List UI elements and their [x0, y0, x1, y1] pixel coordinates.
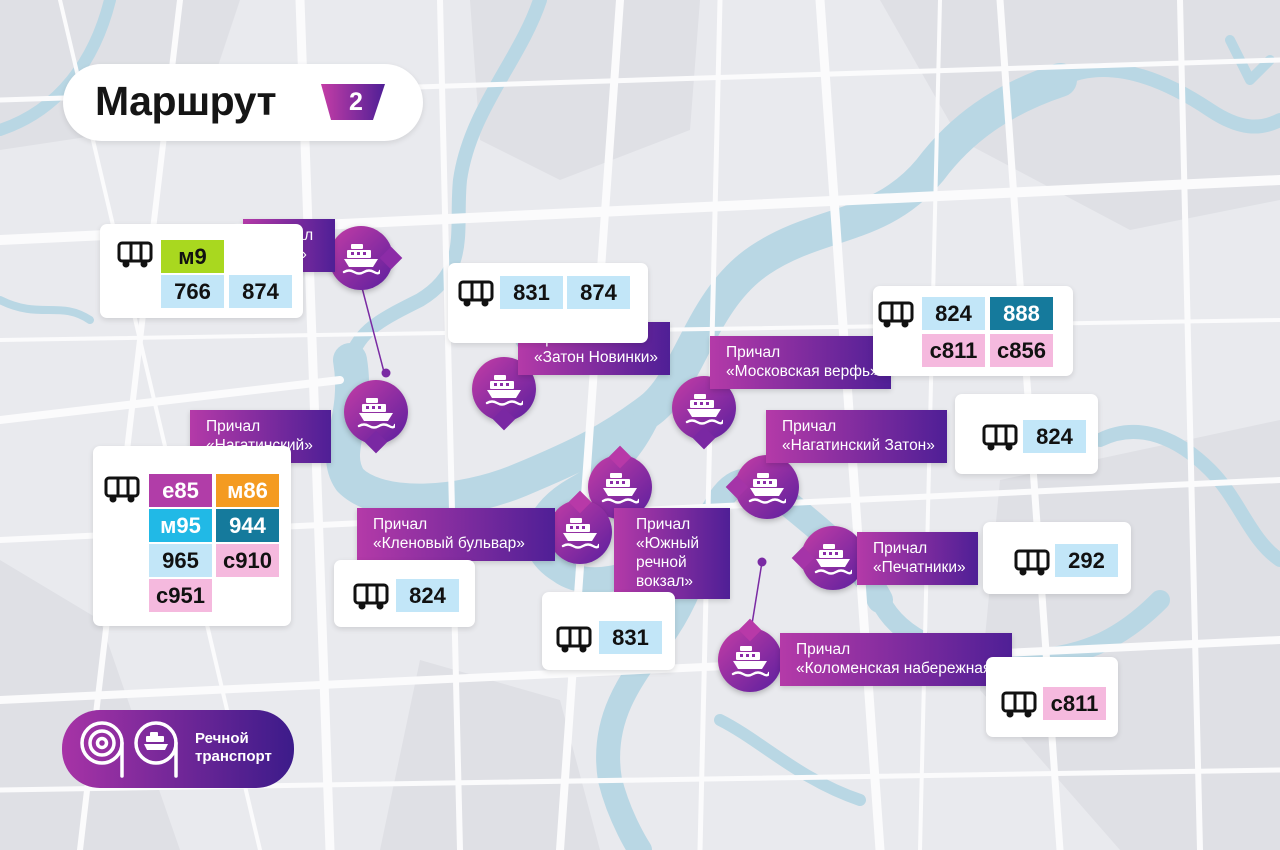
pier-marker-nagatinsky[interactable] — [344, 380, 408, 444]
route-chip: 874 — [229, 275, 292, 308]
pier-label-name: «Московская верфь» — [726, 363, 879, 380]
transfer-card-zaton-novinki: 831 874 — [448, 263, 648, 343]
transfer-card-moskovskaya-verf: 824 888 с811 с856 — [873, 286, 1073, 376]
route-chip: с811 — [922, 334, 985, 367]
pier-label-klenovy-bulvar: Причал «Кленовый бульвар» — [357, 508, 555, 561]
ship-icon — [342, 244, 380, 275]
transfer-card-nagatinsky: е85 м86 м95 944 965 с910 с951 — [93, 446, 291, 626]
ship-icon — [731, 646, 769, 677]
pier-label-pechatniki: Причал «Печатники» — [857, 532, 978, 585]
pier-label-name: «Нагатинский Затон» — [782, 437, 935, 454]
pier-label-prefix: Причал — [636, 516, 691, 533]
pier-label-name: «Печатники» — [873, 559, 966, 576]
moscow-transport-logo-icon — [80, 721, 178, 778]
pier-label-name-1: «Южный — [636, 535, 700, 552]
brand-text: Речной транспорт — [195, 730, 272, 766]
pier-marker-pechatniki[interactable] — [801, 526, 865, 590]
route-chip: 944 — [216, 509, 279, 542]
route-badge — [321, 84, 385, 120]
pier-label-nagatinsky-zaton: Причал «Нагатинский Затон» — [766, 410, 947, 463]
page-title: Маршрут — [95, 78, 277, 124]
route-chip: 824 — [1023, 420, 1086, 453]
pier-label-prefix: Причал — [726, 344, 781, 361]
pier-label-name: «Кленовый бульвар» — [373, 535, 525, 552]
pier-marker-klenovy-bulvar[interactable] — [548, 500, 612, 564]
brand-line-1: Речной — [195, 730, 249, 747]
title-banner: Маршрут 2 — [63, 64, 423, 141]
pier-label-name-2: речной — [636, 554, 687, 571]
ship-icon — [357, 398, 395, 429]
brand-line-2: транспорт — [195, 748, 272, 765]
ship-icon — [561, 518, 599, 549]
route-chip: 766 — [161, 275, 224, 308]
ship-icon — [601, 473, 639, 504]
bus-icon — [982, 424, 1018, 457]
route-chip: 831 — [599, 621, 662, 654]
route-chip: 824 — [922, 297, 985, 330]
transfer-card-kolomenskaya: с811 — [986, 657, 1118, 737]
route-chip: 965 — [149, 544, 212, 577]
route-chip: 824 — [396, 579, 459, 612]
pier-label-moskovskaya-verf: Причал «Московская верфь» — [710, 336, 891, 389]
pier-label-kolomenskaya: Причал «Коломенская набережная» — [780, 633, 1012, 686]
route-chip: м95 — [149, 509, 212, 542]
route-chip: с856 — [990, 334, 1053, 367]
route-chip: м9 — [161, 240, 224, 273]
route-chip: е85 — [149, 474, 212, 507]
route-chip: 874 — [567, 276, 630, 309]
bus-icon — [1014, 549, 1050, 582]
pier-label-prefix: Причал — [373, 516, 428, 533]
transfer-card-yuzhny-vokzal: 831 — [542, 592, 675, 670]
transfer-card-zil: м9 766 874 — [100, 224, 303, 318]
route-chip: с811 — [1043, 687, 1106, 720]
route-number: 2 — [349, 88, 363, 116]
pier-marker-nagatinsky-zaton[interactable] — [735, 455, 799, 519]
pier-label-name-3: вокзал» — [636, 573, 694, 590]
pier-label-name: «Затон Новинки» — [534, 349, 658, 366]
bus-icon — [878, 301, 914, 334]
bus-icon — [117, 241, 153, 274]
bus-icon — [556, 626, 592, 659]
route-chip: 831 — [500, 276, 563, 309]
pier-label-prefix: Причал — [782, 418, 837, 435]
route-chip: с951 — [149, 579, 212, 612]
pier-marker-kolomenskaya[interactable] — [718, 628, 782, 692]
ship-icon — [485, 375, 523, 406]
route-chip: с910 — [216, 544, 279, 577]
pier-label-prefix: Причал — [873, 540, 928, 557]
bus-icon — [458, 280, 494, 313]
pier-label-yuzhny-vokzal: Причал «Южный речной вокзал» — [614, 508, 730, 599]
bus-icon — [104, 476, 140, 509]
transfer-card-pechatniki: 292 — [983, 522, 1131, 594]
transfer-card-nagatinsky-zaton: 824 — [955, 394, 1098, 474]
route-chip: 888 — [990, 297, 1053, 330]
ship-icon — [748, 473, 786, 504]
pier-label-name: «Коломенская набережная» — [796, 660, 1000, 677]
ship-icon — [814, 544, 852, 575]
bus-icon — [1001, 691, 1037, 724]
pier-marker-zil[interactable] — [329, 226, 393, 290]
brand-logo[interactable]: Речной транспорт — [62, 710, 294, 788]
ship-icon — [685, 394, 723, 425]
route-chip: м86 — [216, 474, 279, 507]
bus-icon — [353, 583, 389, 616]
pier-label-prefix: Причал — [206, 418, 261, 435]
pier-label-prefix: Причал — [796, 641, 851, 658]
transfer-card-klenovy-bulvar: 824 — [334, 560, 475, 627]
route-chip: 292 — [1055, 544, 1118, 577]
